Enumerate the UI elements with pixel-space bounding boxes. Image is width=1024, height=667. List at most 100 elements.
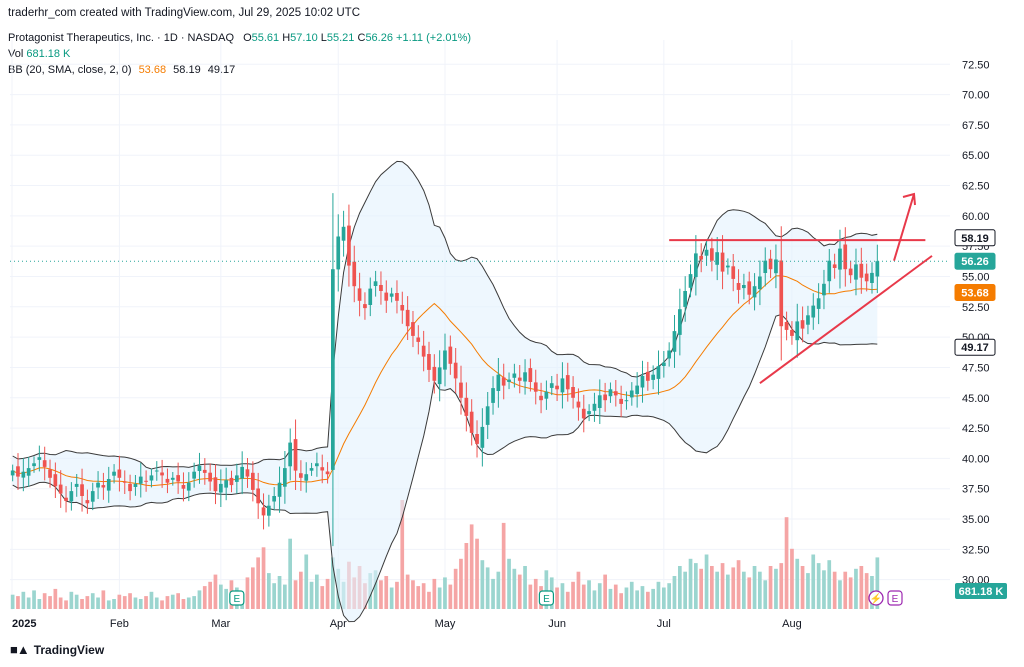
volume-bar (496, 571, 501, 609)
volume-bar (726, 574, 730, 609)
candle-body (726, 265, 730, 268)
price-badge (954, 338, 996, 356)
footer-brand: TradingView (33, 642, 105, 657)
candle-body (613, 391, 618, 396)
volume-bar (405, 574, 410, 609)
price-badge (954, 252, 996, 270)
volume-bar (491, 578, 495, 609)
candle-body (229, 477, 234, 486)
candle-body (48, 469, 52, 478)
volume-bar (395, 581, 399, 610)
candle-body (571, 387, 575, 398)
candle-body (662, 362, 666, 366)
volume-bar (555, 587, 559, 609)
candle-body (277, 482, 282, 497)
candle-body (533, 382, 538, 392)
volume-bar (437, 587, 442, 609)
volume-bar (315, 574, 319, 609)
close-value: 56.26 (365, 32, 393, 44)
candle-body (405, 309, 410, 327)
volume-bar (96, 597, 100, 609)
volume-bar (459, 558, 463, 609)
candle-body (395, 293, 399, 301)
volume-bar (859, 566, 864, 609)
tradingview-footer[interactable]: ■▲ TradingView (10, 642, 104, 657)
x-tick-label: Jun (548, 618, 566, 630)
volume-bar (42, 593, 47, 609)
candle-body (170, 477, 175, 480)
volume-bar (827, 560, 832, 609)
candle-body (763, 260, 768, 273)
candle-body (715, 252, 719, 265)
volume-bar (475, 538, 479, 609)
bb-lower-value: 49.17 (207, 64, 236, 76)
candle-body (245, 469, 250, 477)
candle-body (736, 283, 741, 290)
candle-body (101, 485, 106, 488)
volume-bar (373, 570, 378, 609)
candle-body (331, 269, 335, 470)
candle-body (235, 475, 239, 482)
bb-legend[interactable]: BB (20, SMA, close, 2, 0) 53.68 58.19 49… (8, 64, 235, 76)
earnings-badge-label: E (543, 594, 550, 605)
candle-body (587, 411, 591, 415)
volume-bar (683, 571, 687, 609)
candle-body (507, 379, 511, 382)
symbol-legend[interactable]: Protagonist Therapeutics, Inc. · 1D · NA… (8, 32, 471, 44)
candle-body (304, 474, 309, 481)
volume-bar (587, 580, 591, 609)
candle-body (309, 468, 314, 471)
y-tick-label: 70.00 (962, 90, 990, 102)
price-badge-label: 53.68 (961, 287, 989, 299)
candle-body (256, 488, 260, 504)
y-tick-label: 32.50 (962, 544, 990, 556)
volume-bar (619, 593, 623, 609)
bb-upper-value: 58.19 (173, 64, 201, 76)
candle-body (758, 276, 762, 290)
candle-body (656, 366, 661, 379)
candle-body (549, 383, 554, 388)
volume-bar (731, 567, 736, 609)
volume-bar (309, 581, 314, 610)
volume-bar (154, 597, 159, 609)
volume-bar (822, 570, 826, 609)
symbol-title: Protagonist Therapeutics, Inc. · 1D · NA… (8, 32, 234, 44)
candle-body (832, 264, 837, 268)
volume-bar (202, 586, 207, 609)
volume-bar (186, 597, 191, 609)
candle-body (624, 400, 629, 402)
volume-bar (838, 580, 842, 609)
earnings-badge-label: E (892, 594, 899, 605)
candle-body (619, 398, 623, 404)
candle-body (448, 346, 453, 364)
candle-body (822, 283, 826, 296)
candle-body (459, 382, 463, 398)
volume-bar (613, 584, 618, 609)
volume-bar (133, 597, 138, 609)
earnings-badge-label: E (234, 594, 241, 605)
volume-bar (774, 568, 778, 609)
volume-bar (267, 573, 271, 609)
candle-body (144, 480, 148, 482)
volume-bar (245, 577, 250, 609)
volume-bar (779, 563, 784, 609)
earnings-badge (887, 590, 903, 606)
volume-bar (710, 566, 714, 609)
candle-body (742, 285, 746, 289)
volume-bar (69, 591, 74, 609)
candle-body (731, 266, 736, 279)
volume-bar (571, 581, 575, 610)
candle-body (496, 374, 501, 391)
volume-bar (624, 587, 629, 609)
candle-body (501, 377, 506, 386)
candle-body (299, 473, 303, 478)
candle-body (347, 225, 351, 266)
candle-body (416, 337, 421, 342)
volume-bar (283, 584, 287, 609)
volume-bar (90, 593, 95, 609)
candle-body (678, 309, 682, 335)
volume-bar (662, 587, 666, 609)
candle-body (667, 350, 671, 359)
volume-bar (85, 596, 90, 609)
